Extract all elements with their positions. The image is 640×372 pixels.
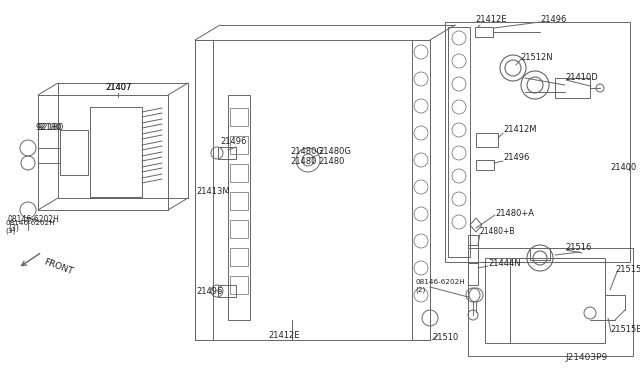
Text: 21496: 21496	[503, 154, 529, 163]
Bar	[230, 220, 248, 238]
Bar	[218, 285, 236, 297]
Text: 21515: 21515	[615, 266, 640, 275]
Bar	[468, 248, 633, 356]
Text: J21403P9: J21403P9	[565, 353, 607, 362]
Text: 92180: 92180	[36, 122, 62, 131]
Bar	[412, 40, 430, 340]
Text: 21444N: 21444N	[488, 260, 520, 269]
Text: 21480+B: 21480+B	[480, 228, 515, 237]
Bar	[448, 27, 470, 257]
Text: 21496: 21496	[540, 16, 566, 25]
Bar	[475, 27, 493, 37]
Bar	[485, 258, 605, 343]
Bar	[230, 276, 248, 294]
Bar	[468, 235, 478, 263]
Bar	[90, 107, 142, 197]
Text: 21412E: 21412E	[268, 331, 300, 340]
Text: 21480G: 21480G	[290, 148, 323, 157]
Text: 21516: 21516	[565, 244, 591, 253]
Text: 92180: 92180	[38, 122, 65, 131]
Bar	[555, 78, 590, 98]
Text: 21496: 21496	[196, 286, 222, 295]
Text: 21480: 21480	[290, 157, 316, 167]
Text: 21410D: 21410D	[565, 74, 598, 83]
Text: 21412M: 21412M	[503, 125, 536, 135]
Bar	[230, 248, 248, 266]
Text: 08146-6202H: 08146-6202H	[415, 279, 465, 285]
Text: (3): (3)	[5, 228, 15, 234]
Bar	[230, 192, 248, 210]
Text: (3): (3)	[8, 224, 19, 232]
Text: 21400: 21400	[610, 164, 636, 173]
Text: (2): (2)	[415, 287, 425, 293]
Bar	[476, 133, 498, 147]
Text: 21496: 21496	[220, 138, 246, 147]
Bar	[530, 248, 550, 260]
Text: 21407: 21407	[105, 83, 131, 93]
Bar	[230, 136, 248, 154]
Bar	[445, 22, 630, 262]
Text: 21480: 21480	[318, 157, 344, 167]
Text: 21512N: 21512N	[520, 52, 552, 61]
Text: 21413M: 21413M	[196, 187, 230, 196]
Text: 21510: 21510	[432, 334, 458, 343]
Text: 21515E: 21515E	[610, 326, 640, 334]
Bar	[195, 40, 213, 340]
Bar	[230, 108, 248, 126]
Text: 21412E: 21412E	[475, 16, 506, 25]
Bar	[228, 95, 250, 320]
Text: 21480+A: 21480+A	[495, 208, 534, 218]
Bar	[218, 147, 236, 159]
Text: 21407: 21407	[105, 83, 131, 93]
Bar	[476, 160, 494, 170]
Bar	[60, 130, 88, 175]
Text: 21480G: 21480G	[318, 148, 351, 157]
Bar	[468, 263, 478, 285]
Text: 08146-6202H: 08146-6202H	[5, 220, 55, 226]
Bar	[230, 164, 248, 182]
Text: FRONT: FRONT	[42, 258, 74, 277]
Text: 08146-6202H: 08146-6202H	[8, 215, 60, 224]
